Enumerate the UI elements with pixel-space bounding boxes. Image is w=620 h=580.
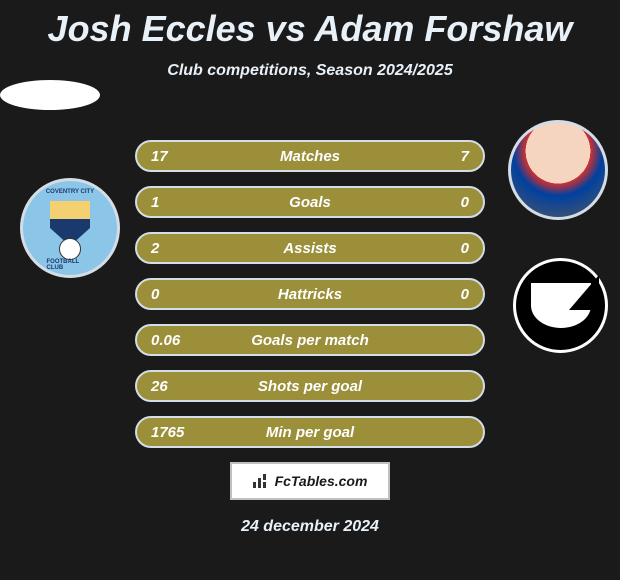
source-name: FcTables.com <box>275 473 368 489</box>
stat-label: Matches <box>280 148 340 165</box>
stat-left-value: 1765 <box>151 424 184 441</box>
page-title: Josh Eccles vs Adam Forshaw <box>0 0 620 50</box>
stat-label: Goals per match <box>251 332 369 349</box>
stat-row-min-per-goal: 1765 Min per goal <box>135 416 485 448</box>
stat-left-value: 1 <box>151 194 159 211</box>
stat-row-goals: 1 Goals 0 <box>135 186 485 218</box>
stat-row-shots-per-goal: 26 Shots per goal <box>135 370 485 402</box>
stat-label: Min per goal <box>266 424 354 441</box>
stat-label: Goals <box>289 194 331 211</box>
stat-right-value: 0 <box>461 194 469 211</box>
stat-right-value: 0 <box>461 240 469 257</box>
stat-label: Shots per goal <box>258 378 362 395</box>
stat-left-value: 17 <box>151 148 168 165</box>
stat-label: Assists <box>283 240 336 257</box>
stat-row-hattricks: 0 Hattricks 0 <box>135 278 485 310</box>
stat-right-value: 0 <box>461 286 469 303</box>
chart-icon <box>253 474 271 488</box>
stat-row-matches: 17 Matches 7 <box>135 140 485 172</box>
stat-row-assists: 2 Assists 0 <box>135 232 485 264</box>
stat-left-value: 0 <box>151 286 159 303</box>
stat-row-goals-per-match: 0.06 Goals per match <box>135 324 485 356</box>
stat-left-value: 2 <box>151 240 159 257</box>
stat-label: Hattricks <box>278 286 342 303</box>
stats-container: 17 Matches 7 1 Goals 0 2 Assists 0 0 Hat… <box>0 140 620 448</box>
player-left-avatar <box>0 80 100 110</box>
source-logo: FcTables.com <box>230 462 390 500</box>
date-label: 24 december 2024 <box>0 518 620 536</box>
stat-right-value: 7 <box>461 148 469 165</box>
subtitle: Club competitions, Season 2024/2025 <box>0 62 620 80</box>
stat-left-value: 26 <box>151 378 168 395</box>
stat-left-value: 0.06 <box>151 332 180 349</box>
